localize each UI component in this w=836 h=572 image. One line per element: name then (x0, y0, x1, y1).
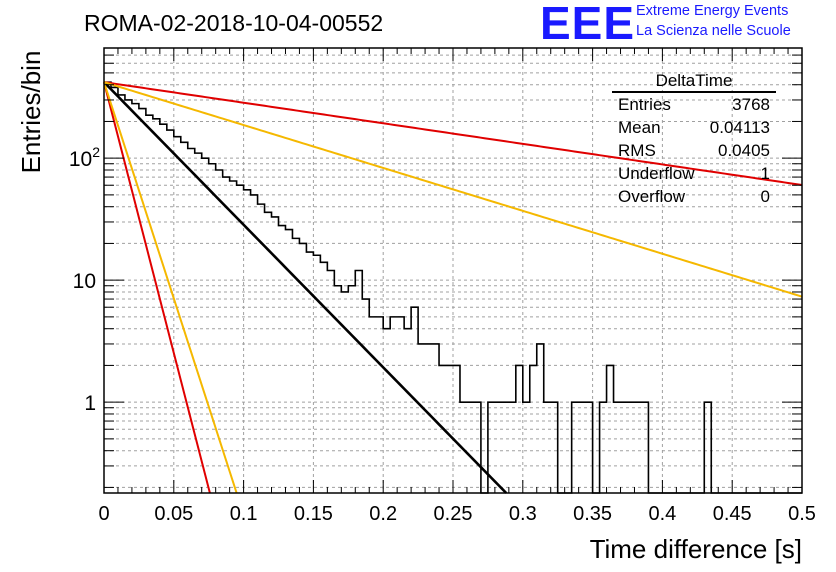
x-tick-label: 0 (98, 503, 109, 525)
y-axis-label: Entries/bin (16, 50, 46, 174)
fit-curve-orange-2 (103, 81, 803, 298)
stats-value: 0.04113 (709, 118, 770, 137)
x-tick-label: 0.45 (713, 503, 752, 525)
stats-row-underflow: Underflow 1 (612, 162, 776, 185)
chart-title: ROMA-02-2018-10-04-00552 (84, 10, 384, 36)
x-tick-label: 0.15 (294, 503, 333, 525)
logo-subtitle-2: La Scienza nelle Scuole (636, 23, 791, 39)
fit-curve-black-0 (103, 81, 508, 494)
stats-row-mean: Mean 0.04113 (612, 116, 776, 139)
x-tick-label: 0.5 (788, 503, 816, 525)
stats-row-entries: Entries 3768 (612, 93, 776, 116)
eee-logo: EEE (540, 0, 636, 49)
x-tick-label: 0.05 (154, 503, 193, 525)
stats-value: 3768 (732, 95, 770, 114)
x-tick-label: 0.35 (573, 503, 612, 525)
stats-box: DeltaTime Entries 3768 Mean 0.04113 RMS … (612, 70, 776, 208)
fit-curve-red-3 (103, 81, 211, 494)
y-tick-label: 1 (84, 392, 96, 415)
histogram-outline (104, 81, 802, 494)
stats-label: Entries (618, 95, 671, 114)
x-tick-label: 0.2 (369, 503, 397, 525)
x-tick-label: 0.3 (509, 503, 537, 525)
stats-row-rms: RMS 0.0405 (612, 139, 776, 162)
stats-value: 0.0405 (718, 141, 770, 160)
x-axis-label: Time difference [s] (589, 534, 802, 564)
fit-curve-orange-4 (103, 81, 238, 494)
fit-curve-red-1 (103, 81, 803, 187)
logo-subtitle-1: Extreme Energy Events (636, 3, 789, 19)
stats-row-overflow: Overflow 0 (612, 185, 776, 208)
stats-label: Overflow (618, 187, 686, 206)
stats-label: Underflow (618, 164, 695, 183)
stats-value: 1 (760, 164, 770, 183)
stats-label: RMS (618, 141, 656, 160)
x-tick-label: 0.25 (434, 503, 473, 525)
y-tick-label: 10 (73, 270, 96, 293)
stats-label: Mean (618, 118, 661, 137)
x-tick-label: 0.4 (648, 503, 676, 525)
stats-title: DeltaTime (612, 70, 776, 93)
x-tick-label: 0.1 (230, 503, 258, 525)
stats-value: 0 (760, 187, 770, 206)
y-tick-label: 102 (69, 144, 100, 171)
